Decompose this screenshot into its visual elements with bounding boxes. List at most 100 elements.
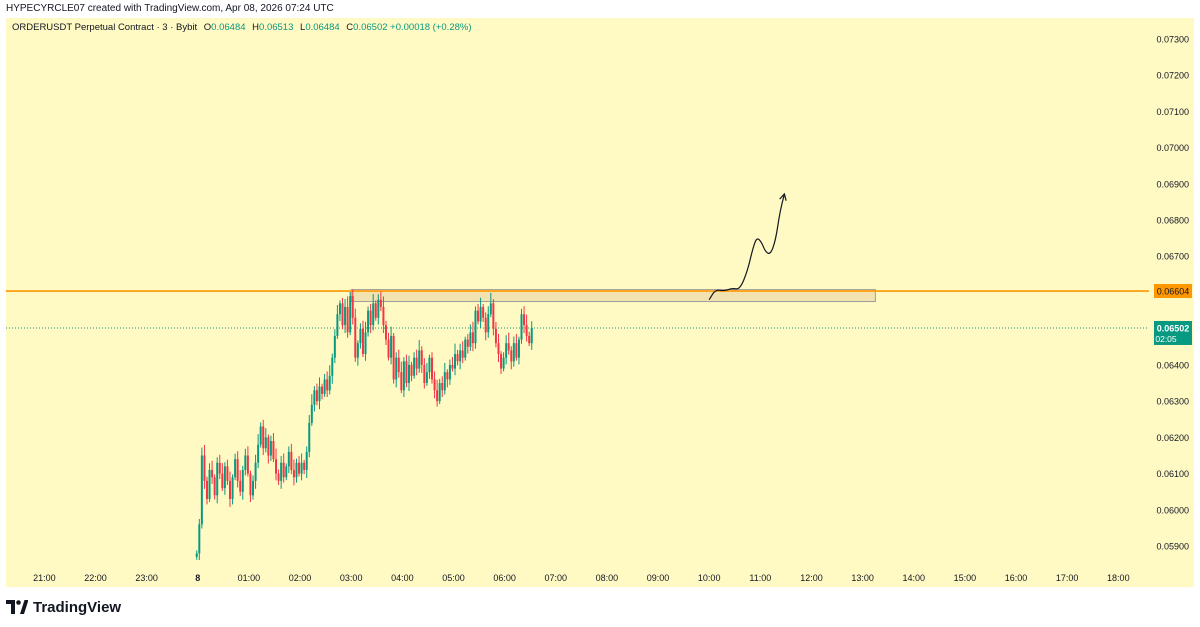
projection-path (708, 193, 785, 301)
candle-body (221, 473, 224, 489)
y-axis-tick-label: 0.06300 (1156, 397, 1189, 407)
candle-body (244, 455, 247, 470)
x-axis-tick-label: 8 (195, 573, 200, 583)
candle-body (497, 343, 500, 355)
price-chart[interactable]: 0.05900 0.06000 0.06100 0.06200 0.06300 0.064… (6, 18, 1194, 587)
y-axis-tick-label: 0.06700 (1156, 252, 1189, 262)
candle-body (254, 462, 257, 481)
candle-body (523, 314, 526, 326)
candle-body (397, 357, 400, 373)
candle-body (505, 343, 508, 358)
close-value: 0.06502 (353, 22, 388, 33)
chart-area[interactable]: 0.05900 0.06000 0.06100 0.06200 0.06300 0.064… (6, 18, 1194, 587)
x-axis-tick-label: 01:00 (238, 573, 261, 583)
candle-body (246, 455, 249, 474)
x-axis-tick-label: 14:00 (902, 573, 925, 583)
candle-body (387, 339, 390, 358)
y-axis-tick-label: 0.07000 (1156, 143, 1189, 153)
candle-body (223, 466, 226, 489)
x-axis-tick-label: 18:00 (1107, 573, 1130, 583)
candle-body (277, 473, 280, 481)
x-axis-tick-label: 02:00 (289, 573, 312, 583)
y-axis-tick-label: 0.07200 (1156, 71, 1189, 81)
candle-body (466, 339, 469, 347)
candle-body (507, 343, 510, 351)
candle-body (341, 303, 344, 326)
candle-body (436, 390, 439, 402)
candle-body (384, 325, 387, 340)
x-axis-tick-label: 05:00 (442, 573, 465, 583)
candle-body (438, 383, 441, 402)
x-axis-tick-label: 06:00 (493, 573, 516, 583)
last-price-label: 0.06502 (1157, 323, 1190, 333)
projection-arrowhead (779, 192, 787, 201)
candle-body (482, 306, 485, 318)
level-price-tag (1154, 284, 1192, 299)
high-value: 0.06513 (259, 22, 294, 33)
candle-body (234, 459, 237, 478)
candle-body (203, 455, 206, 481)
x-axis-tick-label: 11:00 (749, 573, 771, 583)
x-axis-tick-label: 04:00 (391, 573, 414, 583)
candle-body (195, 553, 198, 557)
candle-body (400, 372, 403, 391)
candle-body (218, 462, 221, 474)
open-label: O (203, 22, 212, 33)
candle-body (285, 466, 288, 478)
candle-body (512, 343, 515, 362)
candle-body (407, 364, 410, 384)
symbol-title[interactable]: ORDERUSDT Perpetual Contract · 3 · Bybit (12, 22, 198, 33)
candle-body (259, 426, 262, 445)
tradingview-brand-text: TradingView (33, 598, 122, 616)
candle-body (423, 364, 426, 384)
candle-body (300, 462, 303, 474)
candle-body (323, 379, 326, 394)
candle-body (295, 462, 298, 478)
candle-body (269, 441, 272, 456)
candle-body (257, 444, 260, 463)
candle-body (428, 357, 431, 373)
candle-body (517, 339, 520, 358)
candle-body (231, 477, 234, 499)
candle-body (369, 310, 372, 326)
candle-body (433, 379, 436, 391)
candle-body (308, 422, 311, 452)
y-axis-tick-label: 0.06200 (1156, 433, 1189, 443)
candle-body (310, 404, 313, 423)
candle-body (494, 328, 497, 344)
created-by-banner: HYPECYRCLE07 created with TradingView.co… (6, 3, 334, 14)
candle-body (359, 328, 362, 344)
x-axis-tick-label: 21:00 (33, 573, 56, 583)
x-axis-tick-label: 17:00 (1056, 573, 1079, 583)
y-axis-tick-label: 0.06900 (1156, 179, 1189, 189)
candle-body (484, 317, 487, 333)
candle-body (454, 354, 457, 369)
candle-body (405, 361, 408, 384)
x-axis-tick-label: 15:00 (954, 573, 977, 583)
y-axis-tick-label: 0.06800 (1156, 216, 1189, 226)
candle-body (346, 306, 349, 333)
candle-body (211, 469, 214, 478)
candle-body (264, 437, 267, 449)
candle-body (361, 328, 364, 355)
x-axis-tick-label: 13:00 (851, 573, 874, 583)
candle-body (446, 372, 449, 380)
candle-body (303, 462, 306, 470)
candle-body (321, 386, 324, 394)
candle-body (502, 357, 505, 369)
candle-body (451, 364, 454, 369)
candle-body (351, 296, 354, 318)
candle-body (464, 339, 467, 358)
candle-body (338, 303, 341, 315)
tradingview-logo[interactable]: TradingView (6, 594, 121, 620)
candle-body (379, 299, 382, 307)
y-axis-tick-label: 0.06100 (1156, 469, 1189, 479)
low-label: L (300, 22, 306, 33)
candle-body (487, 314, 490, 333)
resistance-zone (350, 289, 876, 303)
candle-body (272, 441, 275, 460)
candle-body (198, 524, 201, 554)
candle-body (236, 459, 239, 481)
candle-body (420, 350, 423, 365)
tradingview-logo-icon (6, 600, 28, 614)
